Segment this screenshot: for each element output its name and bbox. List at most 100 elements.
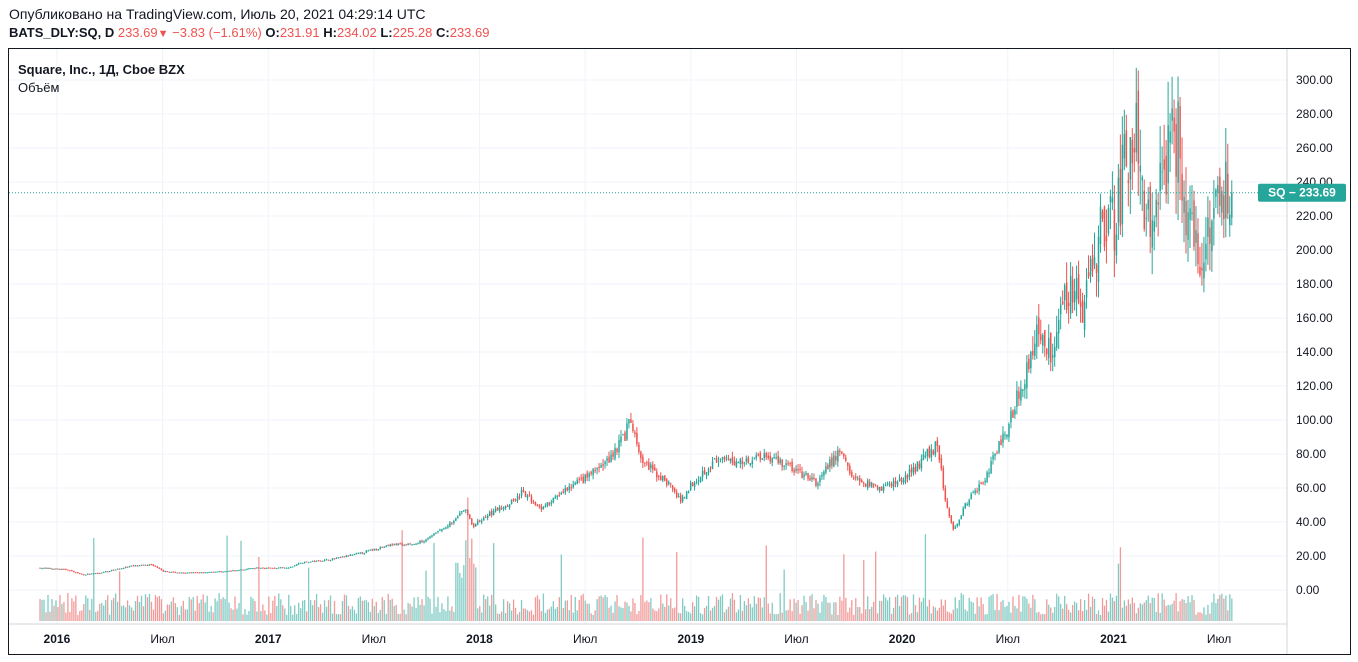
volume-bar: [886, 600, 889, 621]
candle-body: [453, 520, 455, 523]
volume-bar: [542, 593, 545, 621]
volume-bar: [841, 600, 843, 621]
volume-bar: [1173, 600, 1175, 621]
candle-body: [293, 565, 296, 567]
candle-body: [172, 571, 175, 573]
candle-body: [1046, 348, 1048, 355]
volume-bar: [594, 610, 596, 621]
candle-body: [701, 471, 704, 478]
volume-bar: [53, 605, 55, 621]
candle-body: [206, 572, 208, 574]
volume-bar: [91, 598, 93, 621]
y-tick-label: 120.00: [1296, 379, 1333, 393]
y-tick-label: 200.00: [1296, 243, 1333, 257]
volume-bar: [654, 610, 656, 621]
candle-body: [974, 490, 976, 494]
candle-body: [916, 461, 919, 472]
volume-bar: [902, 595, 905, 621]
candle-body: [604, 461, 606, 465]
volume-bar: [198, 603, 200, 621]
volume-bar: [1177, 611, 1179, 621]
volume-bar: [948, 612, 950, 621]
volume-bar: [451, 606, 453, 621]
down-arrow-icon: ▼: [157, 28, 169, 40]
candle-body: [399, 543, 401, 545]
candle-body: [791, 461, 793, 471]
candle-body: [508, 504, 511, 508]
candle-body: [900, 478, 903, 483]
volume-bar: [138, 602, 141, 621]
candle-body: [1145, 217, 1148, 219]
candle-body: [427, 538, 429, 540]
volume-bar: [656, 611, 658, 621]
candle-body: [1119, 168, 1122, 227]
candle-body: [1115, 234, 1118, 256]
volume-bar: [383, 600, 385, 621]
volume-bar: [357, 597, 360, 621]
volume-bar: [1207, 604, 1209, 621]
candle-body: [918, 463, 921, 468]
volume-bar: [170, 601, 173, 621]
candle-body: [1089, 258, 1092, 276]
x-tick-label: Июл: [573, 632, 597, 646]
candle-body: [266, 567, 268, 569]
candle-body: [656, 471, 658, 478]
volume-bar: [787, 609, 789, 621]
candle-body: [976, 490, 978, 492]
volume-bar: [363, 600, 366, 621]
volume-bar: [1038, 611, 1040, 621]
volume-bar: [701, 614, 704, 621]
candle-body: [638, 444, 640, 452]
candle-body: [890, 483, 893, 487]
candle-body: [91, 573, 93, 575]
candle-body: [276, 568, 278, 570]
volume-bar: [998, 610, 1000, 621]
volume-bar: [1105, 599, 1108, 621]
candle-body: [321, 560, 324, 562]
candle-body: [616, 448, 618, 453]
candle-body: [282, 567, 284, 569]
volume-bar: [347, 605, 350, 621]
candle-body: [425, 539, 427, 542]
volume-bar: [190, 599, 192, 621]
candle-body: [745, 458, 748, 462]
candle-body: [862, 482, 865, 484]
candle-body: [192, 572, 194, 574]
volume-bar: [817, 603, 819, 621]
volume-bar: [606, 597, 608, 621]
candle-body: [514, 499, 517, 501]
candle-body: [526, 495, 529, 498]
candle-body: [689, 482, 692, 491]
candle-body: [699, 477, 702, 482]
volume-bar: [365, 599, 367, 621]
volume-bar: [202, 594, 204, 621]
candle-body: [1097, 236, 1100, 283]
candle-body: [570, 487, 573, 489]
candle-body: [886, 483, 889, 485]
volume-bar: [493, 543, 495, 621]
candle-body: [41, 568, 43, 570]
volume-bar: [1225, 595, 1227, 621]
candle-body: [1211, 221, 1213, 252]
volume-bar: [532, 614, 535, 621]
volume-bar: [1157, 593, 1159, 621]
volume-bar: [325, 606, 328, 621]
volume-bar: [662, 603, 664, 621]
candle-body: [642, 456, 644, 463]
candle-body: [500, 507, 503, 509]
candle-body: [596, 467, 598, 470]
volume-bar: [266, 614, 268, 621]
candle-body: [138, 565, 141, 567]
candle-body: [457, 516, 459, 519]
volume-bar: [290, 605, 292, 621]
candle-body: [683, 497, 686, 499]
volume-bar: [188, 596, 190, 621]
volume-bar: [584, 600, 586, 621]
volume-bar: [1056, 593, 1058, 621]
candle-body: [1201, 267, 1203, 271]
candle-body: [1225, 161, 1227, 219]
volume-bar: [703, 607, 706, 621]
candle-body: [765, 453, 768, 458]
volume-bar: [57, 606, 59, 621]
